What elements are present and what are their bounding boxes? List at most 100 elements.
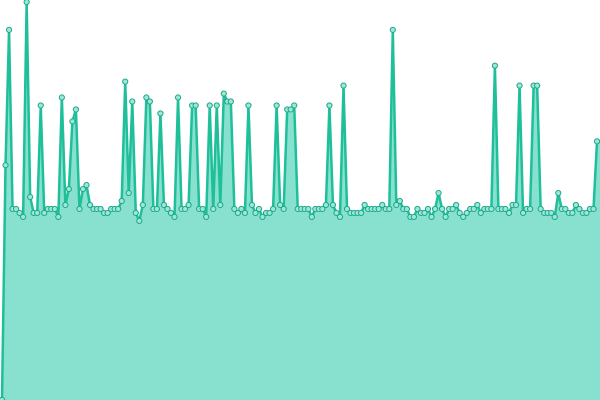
data-point <box>206 102 213 109</box>
data-point <box>41 209 48 217</box>
data-point <box>248 201 256 209</box>
data-point <box>76 205 83 213</box>
data-point <box>20 213 27 221</box>
data-point <box>551 213 558 221</box>
data-point <box>305 205 312 213</box>
data-point <box>58 94 65 101</box>
data-point <box>491 62 498 69</box>
data-point <box>516 82 523 89</box>
data-point <box>572 201 579 209</box>
data-point <box>555 189 562 197</box>
data-point <box>192 102 199 109</box>
data-point <box>386 205 393 213</box>
data-point <box>308 213 315 221</box>
data-point <box>129 98 136 105</box>
data-point <box>136 217 143 224</box>
data-point <box>340 82 347 89</box>
data-point <box>396 197 403 205</box>
data-point <box>435 189 442 197</box>
data-point <box>269 205 277 213</box>
data-point <box>322 201 330 209</box>
data-point <box>259 213 266 221</box>
data-point <box>456 209 463 217</box>
data-point <box>414 205 421 213</box>
data-point <box>181 205 189 213</box>
data-point <box>287 106 294 113</box>
data-point <box>104 209 111 217</box>
data-point <box>319 205 326 213</box>
data-point <box>277 201 284 209</box>
data-point <box>583 209 590 217</box>
data-point <box>245 102 252 109</box>
data-point <box>69 118 76 125</box>
data-point <box>203 213 210 221</box>
data-point <box>23 0 30 6</box>
data-point <box>562 205 569 213</box>
data-point <box>167 209 175 217</box>
data-point <box>424 205 432 213</box>
data-point <box>548 209 555 217</box>
data-point <box>463 209 470 217</box>
data-point <box>477 209 484 217</box>
data-point <box>361 201 368 209</box>
data-point <box>403 205 410 213</box>
data-point <box>34 209 41 217</box>
data-point <box>431 205 439 213</box>
data-point <box>537 205 544 213</box>
data-point <box>410 213 418 221</box>
data-point <box>174 94 182 101</box>
data-point <box>213 102 220 109</box>
data-point <box>329 201 337 209</box>
data-point <box>65 185 72 193</box>
data-point <box>470 205 477 213</box>
data-point <box>2 162 9 169</box>
data-point <box>132 209 139 217</box>
data-point <box>428 213 435 221</box>
data-point <box>79 185 87 193</box>
data-point <box>280 205 287 213</box>
data-point <box>220 90 227 97</box>
data-point <box>505 209 513 217</box>
data-point <box>252 209 259 217</box>
data-point <box>534 82 541 89</box>
data-point <box>438 205 446 213</box>
data-point <box>379 201 386 209</box>
data-point <box>143 94 150 101</box>
data-point <box>125 189 132 197</box>
data-point <box>255 205 263 213</box>
data-point <box>241 209 249 217</box>
data-point <box>153 205 161 213</box>
data-point <box>122 78 129 85</box>
data-point <box>449 205 456 213</box>
data-point <box>460 213 467 221</box>
data-point <box>358 209 365 217</box>
data-point <box>442 213 449 221</box>
data-point <box>333 209 340 217</box>
data-point <box>83 181 90 189</box>
data-point <box>146 98 153 105</box>
data-point <box>291 102 298 109</box>
data-point <box>72 106 80 113</box>
data-point <box>210 205 217 213</box>
data-point <box>115 205 122 213</box>
data-point <box>234 209 241 217</box>
data-point <box>185 201 192 209</box>
data-point <box>55 213 62 221</box>
data-point <box>62 201 69 209</box>
data-point <box>139 201 146 209</box>
data-point <box>27 193 34 201</box>
data-point <box>576 205 583 213</box>
data-point <box>227 98 234 105</box>
data-point <box>421 209 428 217</box>
data-point <box>238 205 245 213</box>
data-point <box>86 201 94 209</box>
data-point <box>389 26 396 33</box>
data-point <box>37 102 44 109</box>
data-point <box>326 102 333 109</box>
data-point <box>266 209 273 217</box>
